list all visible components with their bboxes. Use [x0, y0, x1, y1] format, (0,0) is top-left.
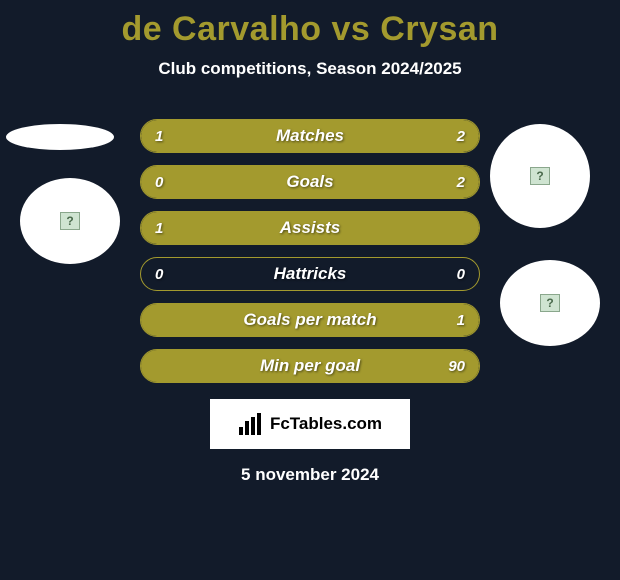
player-left-avatar-1: [6, 124, 114, 150]
source-badge: FcTables.com: [210, 399, 410, 449]
source-badge-text: FcTables.com: [270, 414, 382, 434]
placeholder-icon: ?: [530, 167, 550, 185]
stat-value-right: 2: [457, 120, 465, 152]
placeholder-icon: ?: [60, 212, 80, 230]
stat-row: Hattricks0 0: [140, 257, 480, 291]
stat-label: Min per goal: [141, 350, 479, 382]
player-right-avatar-2: ?: [500, 260, 600, 346]
stat-label: Goals per match: [141, 304, 479, 336]
page-subtitle: Club competitions, Season 2024/2025: [0, 59, 620, 79]
stat-label: Hattricks: [141, 258, 479, 290]
stat-value-left: 1: [155, 212, 163, 244]
stat-value-right: 1: [457, 304, 465, 336]
page-title: de Carvalho vs Crysan: [0, 0, 620, 49]
stat-row: Matches1 2: [140, 119, 480, 153]
stat-value-left: 1: [155, 120, 163, 152]
stat-value-left: 0: [155, 166, 163, 198]
stat-value-right: 90: [448, 350, 465, 382]
stat-label: Goals: [141, 166, 479, 198]
stat-value-right: 2: [457, 166, 465, 198]
comparison-bars: Matches12Goals02Assists1Hattricks00Goals…: [140, 119, 480, 383]
stat-row: Goals per match1: [140, 303, 480, 337]
player-right-avatar-1: ?: [490, 124, 590, 228]
stat-row: Assists1: [140, 211, 480, 245]
stat-label: Matches: [141, 120, 479, 152]
bars-icon: [238, 413, 264, 435]
footer-date: 5 november 2024: [0, 465, 620, 485]
stat-row: Min per goal90: [140, 349, 480, 383]
player-left-avatar-2: ?: [20, 178, 120, 264]
stat-value-left: 0: [155, 258, 163, 290]
stat-value-right: 0: [457, 258, 465, 290]
placeholder-icon: ?: [540, 294, 560, 312]
stat-label: Assists: [141, 212, 479, 244]
stat-row: Goals0 2: [140, 165, 480, 199]
